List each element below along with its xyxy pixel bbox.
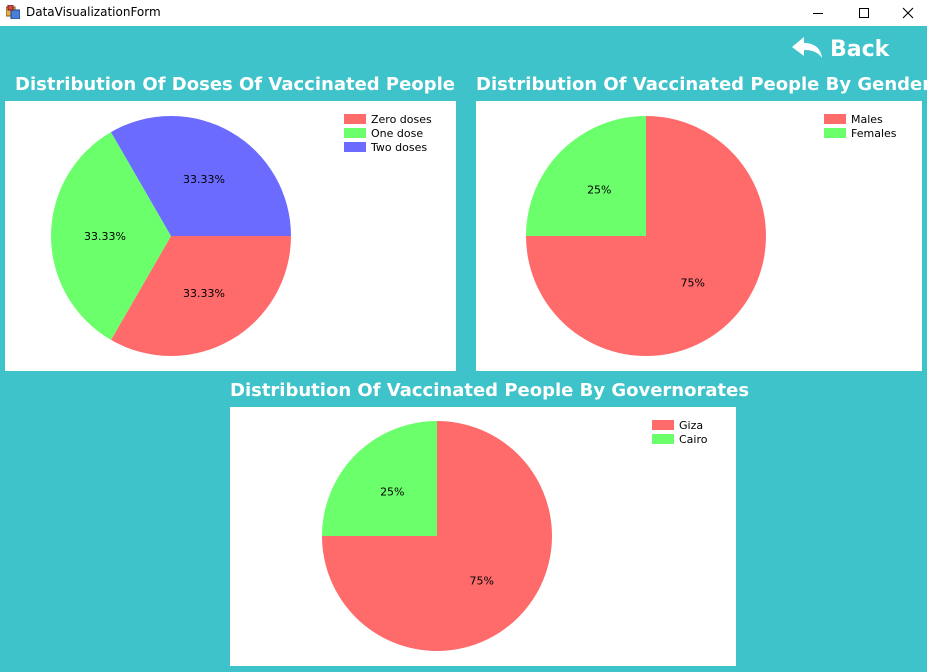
- legend-swatch-males: [824, 114, 846, 124]
- pie-label-zero-doses: 33.33%: [183, 287, 225, 300]
- legend-label-cairo: Cairo: [679, 433, 708, 446]
- pie-slice-one-dose: [51, 132, 171, 340]
- pie-slice-zero-doses: [111, 236, 291, 356]
- pie-label-giza: 75%: [469, 575, 493, 588]
- close-icon: [902, 7, 914, 19]
- pie-slice-cairo: [322, 421, 437, 536]
- app-icon: [6, 5, 20, 19]
- legend-label-giza: Giza: [679, 419, 703, 432]
- chart-panel-doses: 33.33% 33.33% 33.33% Zero doses One dose Two …: [5, 101, 456, 371]
- legend-swatch-two-doses: [344, 142, 366, 152]
- pie-slice-females: [526, 116, 646, 236]
- legend-swatch-females: [824, 128, 846, 138]
- back-button[interactable]: Back: [790, 32, 889, 66]
- close-button[interactable]: [885, 0, 927, 26]
- back-arrow-icon: [792, 37, 822, 58]
- title-bar: DataVisualizationForm: [0, 0, 927, 26]
- back-label: Back: [830, 36, 890, 62]
- minimize-icon: [813, 13, 823, 14]
- chart-panel-governorates: 75% 25% Giza Cairo: [230, 407, 736, 666]
- pie-label-cairo: 25%: [380, 485, 404, 498]
- legend-swatch-one-dose: [344, 128, 366, 138]
- chart-title-doses: Distribution Of Doses Of Vaccinated Peop…: [15, 74, 455, 95]
- legend-label-one-dose: One dose: [371, 127, 423, 140]
- pie-label-females: 25%: [587, 183, 611, 196]
- legend-label-two-doses: Two doses: [370, 141, 427, 154]
- pie-slice-two-doses: [111, 116, 291, 236]
- legend-swatch-zero-doses: [344, 114, 366, 124]
- legend-label-females: Females: [851, 127, 897, 140]
- chart-title-gender: Distribution Of Vaccinated People By Gen…: [476, 74, 927, 95]
- pie-label-one-dose: 33.33%: [84, 230, 126, 243]
- legend-label-zero-doses: Zero doses: [371, 113, 432, 126]
- pie-label-males: 75%: [680, 277, 704, 290]
- window-title: DataVisualizationForm: [26, 5, 161, 19]
- minimize-button[interactable]: [795, 0, 841, 26]
- maximize-button[interactable]: [841, 0, 887, 26]
- legend-label-males: Males: [851, 113, 883, 126]
- pie-label-two-doses: 33.33%: [183, 173, 225, 186]
- chart-panel-gender: 75% 25% Males Females: [476, 101, 922, 371]
- legend-swatch-giza: [652, 420, 674, 430]
- legend-swatch-cairo: [652, 434, 674, 444]
- chart-title-governorates: Distribution Of Vaccinated People By Gov…: [230, 380, 750, 401]
- maximize-icon: [859, 8, 869, 18]
